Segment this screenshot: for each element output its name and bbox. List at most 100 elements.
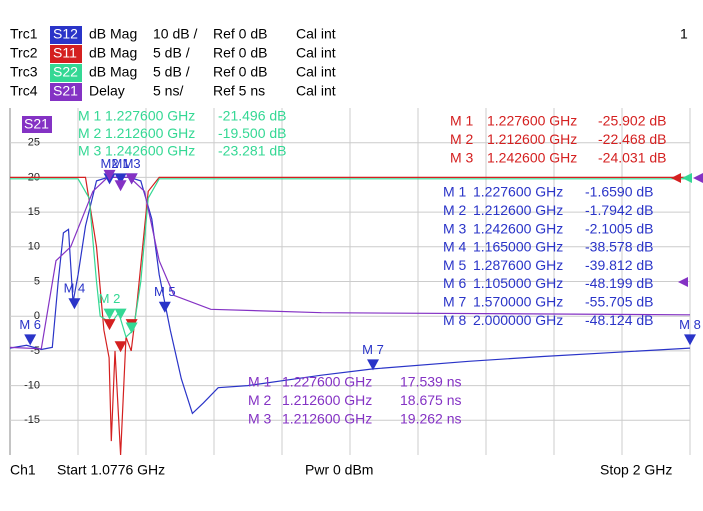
readout-marker: M 4	[443, 239, 467, 255]
marker	[684, 334, 696, 346]
trace-id: Trc4	[10, 83, 38, 99]
trace-id: Trc3	[10, 64, 38, 80]
active-trace-box	[22, 116, 52, 133]
channel: Ch1	[10, 462, 36, 478]
marker	[158, 301, 171, 313]
calibration: Cal int	[296, 83, 336, 99]
readout-marker: M 2	[443, 202, 467, 218]
param-box	[50, 64, 82, 82]
readout-value: -24.031 dB	[598, 150, 667, 166]
readout-value: -23.281 dB	[218, 143, 287, 159]
param-name: S11	[53, 45, 77, 61]
readout-frequency: 1.105000 GHz	[473, 275, 563, 291]
marker	[103, 319, 116, 331]
readout-frequency: 1.287600 GHz	[473, 257, 563, 273]
calibration: Cal int	[296, 26, 336, 42]
readout-frequency: 1.212600 GHz	[282, 411, 372, 427]
y-tick-label: 0	[34, 310, 40, 322]
readout-marker: M 7	[443, 294, 467, 310]
power: Pwr 0 dBm	[305, 462, 373, 478]
readout-marker: M 1	[78, 108, 102, 124]
readout-marker: M 6	[443, 275, 467, 291]
param-name: S12	[53, 26, 78, 42]
readout-frequency: 1.242600 GHz	[487, 150, 577, 166]
ref-indicator	[678, 277, 688, 287]
readout-value: -48.124 dB	[585, 312, 654, 328]
trace-id: Trc1	[10, 26, 38, 42]
readout-value: -1.7942 dB	[585, 202, 654, 218]
format: dB Mag	[89, 26, 137, 42]
readout-marker: M 1	[450, 113, 474, 129]
marker-label: M 5	[154, 284, 176, 299]
readout-marker: M 3	[443, 220, 467, 236]
y-tick-label: 5	[34, 275, 40, 287]
readout-frequency: 1.570000 GHz	[473, 294, 563, 310]
format: Delay	[89, 83, 125, 99]
readout-value: -21.496 dB	[218, 108, 287, 124]
marker-label: M 6	[19, 317, 41, 332]
scale: 5 dB /	[153, 45, 190, 61]
readout-frequency: 1.212600 GHz	[282, 392, 372, 408]
readout-marker: M 3	[78, 143, 102, 159]
marker-label: M 7	[362, 342, 384, 357]
readout-value: -38.578 dB	[585, 239, 654, 255]
readout-value: -39.812 dB	[585, 257, 654, 273]
ref-indicator	[682, 173, 692, 183]
marker	[114, 173, 127, 185]
marker	[68, 298, 81, 310]
readout-value: -48.199 dB	[585, 275, 654, 291]
format: dB Mag	[89, 64, 137, 80]
readout-value: 17.539 ns	[400, 374, 462, 390]
marker-label: M1	[112, 156, 130, 171]
trace-line	[10, 176, 690, 456]
reference: Ref 0 dB	[213, 26, 267, 42]
marker-label: M 4	[64, 281, 86, 296]
readout-frequency: 1.242600 GHz	[105, 143, 195, 159]
start-frequency: Start 1.0776 GHz	[57, 462, 165, 478]
readout-value: -55.705 dB	[585, 294, 654, 310]
reference: Ref 0 dB	[213, 64, 267, 80]
readout-frequency: 1.212600 GHz	[473, 202, 563, 218]
scale: 5 dB /	[153, 64, 190, 80]
y-tick-label: 15	[28, 206, 40, 218]
readout-marker: M 1	[443, 184, 467, 200]
scale: 10 dB /	[153, 26, 197, 42]
marker	[114, 308, 127, 320]
readout-marker: M 1	[248, 374, 272, 390]
readout-marker: M 5	[443, 257, 467, 273]
readout-frequency: 2.000000 GHz	[473, 312, 563, 328]
readout-marker: M 3	[450, 150, 474, 166]
marker	[24, 334, 37, 346]
param-box	[50, 26, 82, 44]
marker-label: M2	[100, 156, 118, 171]
readout-frequency: 1.227600 GHz	[282, 374, 372, 390]
readout-value: 18.675 ns	[400, 392, 462, 408]
param-box	[50, 83, 82, 101]
calibration: Cal int	[296, 45, 336, 61]
marker	[103, 308, 116, 320]
marker-label: M3	[123, 156, 141, 171]
readout-value: -2.1005 dB	[585, 220, 654, 236]
y-tick-label: -5	[30, 345, 40, 357]
readout-marker: M 8	[443, 312, 467, 328]
marker	[367, 359, 380, 371]
window-number: 1	[680, 26, 688, 42]
ref-indicator	[693, 173, 703, 183]
readout-frequency: 1.227600 GHz	[473, 184, 563, 200]
format: dB Mag	[89, 45, 137, 61]
marker	[103, 169, 116, 181]
reference: Ref 0 dB	[213, 45, 267, 61]
readout-marker: M 2	[248, 392, 272, 408]
marker-label: M 2	[99, 291, 121, 306]
readout-value: -1.6590 dB	[585, 184, 654, 200]
readout-frequency: 1.212600 GHz	[105, 125, 195, 141]
y-tick-label: 10	[28, 241, 40, 253]
marker	[114, 341, 127, 353]
trace-id: Trc2	[10, 45, 38, 61]
param-name: S21	[53, 83, 78, 99]
marker	[125, 322, 138, 334]
